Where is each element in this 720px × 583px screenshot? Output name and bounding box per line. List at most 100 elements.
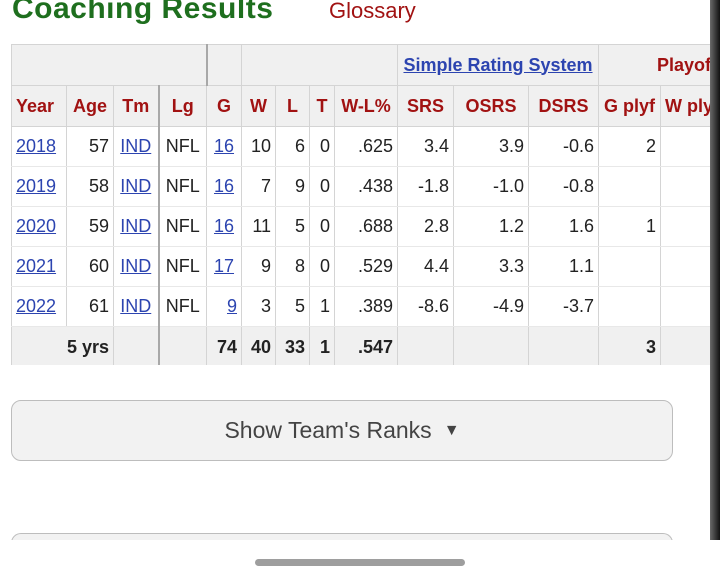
league-cell: NFL: [158, 126, 207, 167]
col-header-g-plyf[interactable]: G plyf: [598, 85, 662, 127]
losses-cell: 5: [275, 206, 310, 247]
games-link[interactable]: 16: [213, 176, 235, 196]
league-cell: NFL: [158, 206, 207, 247]
col-header-dsrs[interactable]: DSRS: [527, 85, 600, 127]
games-link[interactable]: 16: [213, 136, 235, 156]
playoff-games-cell: 2: [598, 126, 662, 167]
totals-wins: 40: [241, 326, 276, 365]
srs-cell: 2.8: [397, 206, 454, 247]
table-row: 2022 61 IND NFL 9 3 5 1 .389 -8.6 -4.9 -…: [11, 286, 720, 327]
over-header-row: Simple Rating System Playoffs: [11, 44, 720, 86]
osrs-cell: -1.0: [453, 166, 529, 207]
dsrs-cell: 1.1: [527, 246, 600, 287]
totals-ties: 1: [309, 326, 335, 365]
ties-cell: 0: [309, 126, 335, 167]
year-link[interactable]: 2018: [16, 136, 57, 156]
win-pct-cell: .438: [334, 166, 398, 207]
simple-rating-system-link[interactable]: Simple Rating System: [403, 54, 593, 75]
year-link[interactable]: 2022: [16, 296, 57, 316]
year-link[interactable]: 2019: [16, 176, 57, 196]
dsrs-cell: -0.8: [527, 166, 600, 207]
show-team-ranks-label: Show Team's Ranks: [224, 417, 432, 443]
team-link[interactable]: IND: [120, 216, 152, 236]
triangle-down-icon: ▼: [443, 421, 460, 439]
wins-cell: 9: [241, 246, 276, 287]
year-link[interactable]: 2020: [16, 216, 57, 236]
totals-row: 5 yrs 74 40 33 1 .547 3: [11, 326, 720, 365]
losses-cell: 5: [275, 286, 310, 327]
wins-cell: 7: [241, 166, 276, 207]
totals-losses: 33: [275, 326, 310, 365]
age-cell: 61: [66, 286, 114, 327]
team-link[interactable]: IND: [120, 176, 152, 196]
srs-cell: -8.6: [397, 286, 454, 327]
col-header-lg[interactable]: Lg: [158, 85, 207, 127]
playoff-games-cell: 1: [598, 206, 662, 247]
league-cell: NFL: [158, 246, 207, 287]
team-link[interactable]: IND: [120, 136, 152, 156]
games-link[interactable]: 17: [213, 256, 235, 276]
table-row: 2021 60 IND NFL 17 9 8 0 .529 4.4 3.3 1.…: [11, 246, 720, 287]
osrs-cell: 1.2: [453, 206, 529, 247]
age-cell: 57: [66, 126, 114, 167]
league-cell: NFL: [158, 286, 207, 327]
age-cell: 58: [66, 166, 114, 207]
table-row: 2019 58 IND NFL 16 7 9 0 .438 -1.8 -1.0 …: [11, 166, 720, 207]
table-row: 2020 59 IND NFL 16 11 5 0 .688 2.8 1.2 1…: [11, 206, 720, 247]
srs-cell: -1.8: [397, 166, 454, 207]
scroll-edge-shadow: [710, 0, 720, 540]
over-header-blank-record: [241, 44, 398, 86]
playoff-games-cell: [598, 246, 662, 287]
col-header-g[interactable]: G: [206, 85, 242, 127]
over-header-blank: [11, 44, 208, 86]
losses-cell: 8: [275, 246, 310, 287]
playoff-games-cell: [598, 166, 662, 207]
age-cell: 59: [66, 206, 114, 247]
ties-cell: 1: [309, 286, 335, 327]
over-header-playoffs: Playoffs: [598, 44, 720, 86]
osrs-cell: -4.9: [453, 286, 529, 327]
totals-blank: [453, 326, 529, 365]
losses-cell: 9: [275, 166, 310, 207]
totals-blank: [397, 326, 454, 365]
team-link[interactable]: IND: [120, 256, 152, 276]
col-header-w[interactable]: W: [241, 85, 276, 127]
totals-playoff-games: 3: [598, 326, 662, 365]
wins-cell: 11: [241, 206, 276, 247]
home-indicator[interactable]: [255, 559, 465, 566]
col-header-l[interactable]: L: [275, 85, 310, 127]
ties-cell: 0: [309, 166, 335, 207]
col-header-age[interactable]: Age: [66, 85, 114, 127]
over-header-srs: Simple Rating System: [396, 44, 600, 86]
games-link[interactable]: 16: [213, 216, 235, 236]
over-header-blank-g: [206, 44, 242, 86]
coaching-results-table-wrapper[interactable]: Simple Rating System Playoffs Year Age T…: [11, 44, 720, 365]
col-header-tm[interactable]: Tm: [113, 85, 160, 127]
playoff-games-cell: [598, 286, 662, 327]
dsrs-cell: -0.6: [527, 126, 600, 167]
col-header-year[interactable]: Year: [11, 85, 67, 127]
glossary-link[interactable]: Glossary: [329, 0, 416, 23]
col-header-osrs[interactable]: OSRS: [453, 85, 529, 127]
win-pct-cell: .389: [334, 286, 398, 327]
year-link[interactable]: 2021: [16, 256, 57, 276]
win-pct-cell: .625: [334, 126, 398, 167]
coaching-results-table: Simple Rating System Playoffs Year Age T…: [11, 44, 720, 365]
totals-win-pct: .547: [334, 326, 398, 365]
totals-blank: [113, 326, 160, 365]
ties-cell: 0: [309, 206, 335, 247]
wins-cell: 3: [241, 286, 276, 327]
league-cell: NFL: [158, 166, 207, 207]
win-pct-cell: .688: [334, 206, 398, 247]
totals-blank: [527, 326, 600, 365]
age-cell: 60: [66, 246, 114, 287]
col-header-t[interactable]: T: [309, 85, 335, 127]
col-header-srs[interactable]: SRS: [397, 85, 454, 127]
osrs-cell: 3.9: [453, 126, 529, 167]
wins-cell: 10: [241, 126, 276, 167]
show-team-ranks-button[interactable]: Show Team's Ranks ▼: [11, 400, 673, 461]
team-link[interactable]: IND: [120, 296, 152, 316]
ties-cell: 0: [309, 246, 335, 287]
col-header-wl-pct[interactable]: W-L%: [334, 85, 398, 127]
games-link[interactable]: 9: [226, 296, 237, 316]
